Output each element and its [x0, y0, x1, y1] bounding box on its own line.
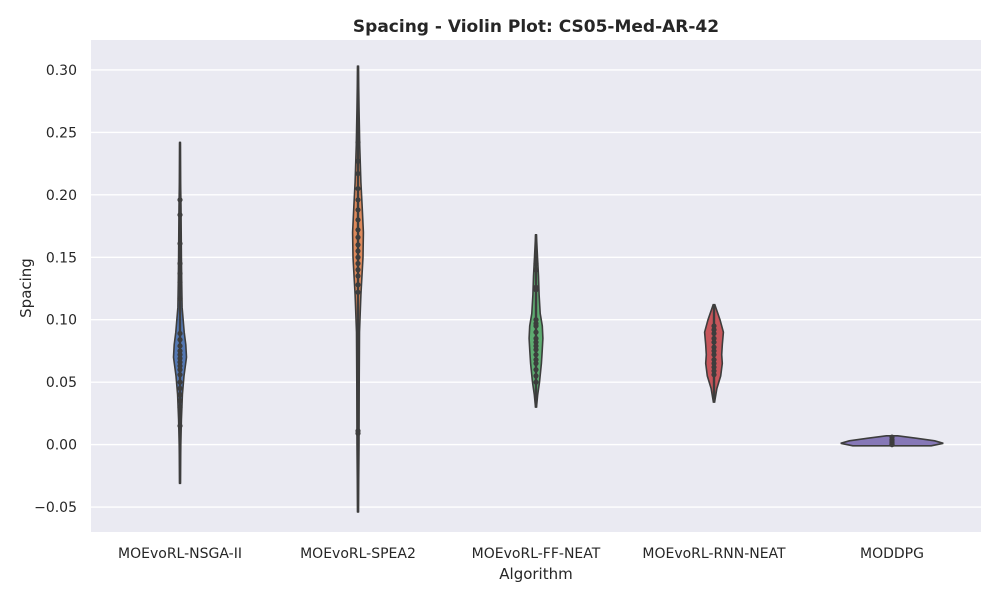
data-point — [177, 385, 183, 391]
data-point — [177, 295, 183, 302]
data-point — [177, 270, 183, 277]
data-point — [533, 329, 539, 335]
violins — [172, 65, 944, 513]
x-axis-label: Algorithm — [499, 565, 572, 583]
y-tick-label: 0.10 — [46, 313, 77, 329]
violin-moevorl-spea2 — [351, 65, 365, 513]
y-axis-label: Spacing — [17, 258, 35, 318]
data-point — [533, 339, 539, 345]
data-point — [711, 339, 717, 345]
data-point — [355, 248, 361, 254]
chart-title: Spacing - Violin Plot: CS05-Med-AR-42 — [353, 17, 719, 37]
x-tick-label: MOEvoRL-NSGA-II — [118, 546, 242, 562]
data-point — [177, 404, 183, 410]
data-point — [533, 287, 539, 293]
data-point — [355, 273, 361, 279]
data-point — [177, 212, 183, 218]
data-point — [711, 364, 717, 370]
data-point — [355, 207, 361, 213]
data-point — [355, 267, 361, 273]
data-point — [711, 330, 717, 337]
data-point — [177, 367, 183, 373]
data-point — [711, 327, 717, 333]
data-point — [177, 330, 183, 337]
data-point — [355, 217, 361, 223]
data-point — [177, 398, 183, 404]
data-point — [177, 240, 183, 247]
y-tick-label: 0.15 — [46, 250, 77, 266]
data-point — [711, 348, 717, 354]
data-point — [533, 323, 539, 329]
data-point — [355, 289, 361, 295]
y-tick-label: 0.20 — [46, 188, 77, 204]
data-point — [355, 139, 361, 145]
data-point — [177, 359, 183, 365]
data-point — [355, 171, 361, 177]
data-point — [177, 337, 183, 343]
violin-moevorl-rnn-neat — [703, 303, 725, 403]
data-point — [355, 260, 361, 267]
data-point — [355, 282, 361, 288]
data-point — [711, 372, 717, 378]
x-tick-labels: MOEvoRL-NSGA-II MOEvoRL-SPEA2 MOEvoRL-FF-N… — [118, 546, 924, 562]
x-tick-label: MOEvoRL-FF-NEAT — [472, 546, 601, 562]
data-point — [711, 323, 717, 329]
data-point — [177, 260, 183, 267]
data-point — [355, 197, 361, 203]
data-point — [355, 430, 361, 436]
data-point — [533, 373, 539, 379]
data-point — [533, 352, 539, 358]
data-point — [533, 267, 539, 273]
data-point — [533, 379, 539, 385]
data-point — [533, 347, 539, 353]
y-tick-label: 0.00 — [46, 438, 77, 454]
data-point — [177, 379, 183, 385]
data-point — [177, 348, 183, 354]
data-point — [533, 343, 539, 349]
data-point — [355, 234, 361, 240]
data-point — [711, 368, 717, 374]
y-tick-label: 0.30 — [46, 63, 77, 79]
data-point — [355, 185, 361, 192]
data-point — [177, 363, 183, 369]
data-point — [177, 372, 183, 378]
x-tick-label: MOEvoRL-RNN-NEAT — [642, 546, 786, 562]
x-tick-label: MODDPG — [860, 546, 924, 562]
data-point — [533, 260, 539, 267]
y-tick-labels: −0.05 0.00 0.05 0.10 0.15 0.20 0.25 0.30 — [34, 63, 77, 516]
data-point — [533, 360, 539, 367]
data-point — [177, 197, 183, 203]
data-point — [533, 357, 539, 363]
violin-moevorl-ff-neat — [528, 234, 544, 408]
x-tick-label: MOEvoRL-SPEA2 — [300, 546, 416, 562]
data-point — [711, 360, 717, 367]
y-tick-label: −0.05 — [34, 500, 77, 516]
data-point — [355, 242, 361, 248]
violin-moevorl-nsga-ii — [172, 141, 188, 485]
data-point — [533, 367, 539, 373]
data-point — [711, 357, 717, 363]
data-point — [711, 344, 717, 350]
y-tick-label: 0.05 — [46, 375, 77, 391]
data-point — [177, 392, 183, 398]
data-point — [355, 227, 361, 233]
data-point — [889, 441, 895, 448]
violin-moddpg — [840, 434, 944, 448]
data-point — [177, 352, 183, 358]
data-point — [177, 355, 183, 362]
data-point — [355, 254, 361, 260]
data-point — [711, 352, 717, 358]
data-point — [355, 158, 361, 164]
data-point — [177, 279, 183, 285]
data-point — [533, 317, 539, 323]
data-point — [711, 335, 717, 342]
y-tick-label: 0.25 — [46, 125, 77, 141]
data-point — [177, 423, 183, 429]
data-point — [533, 335, 539, 342]
data-point — [177, 343, 183, 349]
